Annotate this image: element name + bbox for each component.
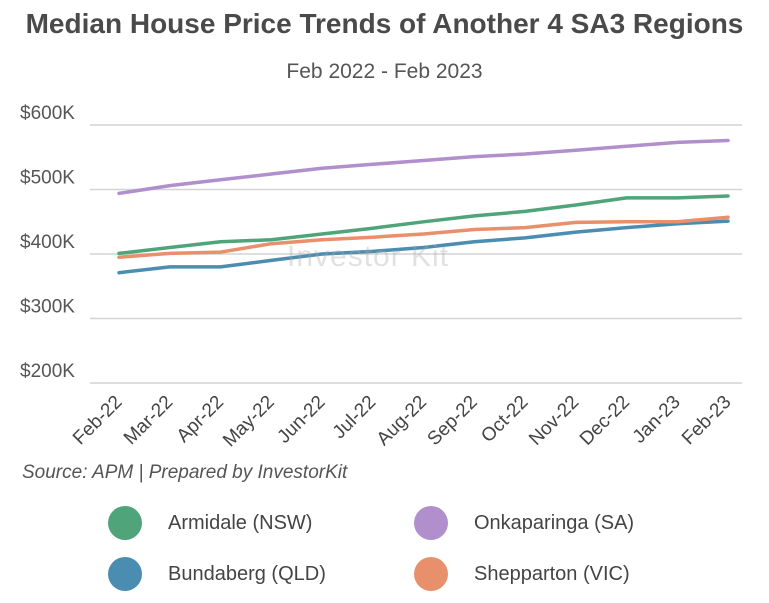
legend-item-bundaberg: Bundaberg (QLD) [108,557,326,591]
series-line-onkaparinga-sa [117,138,730,196]
y-tick-label: $600K [20,103,75,124]
legend-label: Armidale (NSW) [168,511,313,534]
legend-item-armidale: Armidale (NSW) [108,506,312,540]
y-tick-label: $400K [20,232,75,253]
legend-swatch [108,557,142,591]
legend-label: Bundaberg (QLD) [168,562,326,585]
x-tick-label: Dec-22 [576,392,634,450]
x-tick-label: Mar-22 [120,392,177,449]
x-tick-label: Aug-22 [373,392,431,450]
x-tick-label: Apr-22 [173,392,228,447]
watermark-logo: Investor Kit [287,240,450,273]
series-line-bundaberg-qld [117,219,730,275]
x-tick-label: May-22 [219,392,279,452]
chart-title: Median House Price Trends of Another 4 S… [25,8,744,39]
series-line-shepparton-vic [117,215,730,259]
legend-swatch [414,557,448,591]
y-tick-label: $300K [20,297,75,318]
legend-label: Onkaparinga (SA) [474,511,635,534]
x-tick-label: Jun-22 [274,392,330,448]
legend-item-onkaparinga: Onkaparinga (SA) [414,506,634,540]
y-tick-label: $500K [20,168,75,189]
series-line-armidale-nsw [117,194,730,256]
x-tick-label: Jan-23 [629,392,685,448]
x-tick-label: Oct-22 [477,392,532,447]
legend-swatch [414,506,448,540]
x-tick-label: Nov-22 [525,392,583,450]
y-tick-label: $200K [20,361,75,382]
x-tick-label: Sep-22 [424,392,482,450]
legend-label: Shepparton (VIC) [474,562,630,585]
x-tick-label: Feb-23 [678,392,735,449]
legend-item-shepparton: Shepparton (VIC) [414,557,630,591]
legend-swatch [108,506,142,540]
x-tick-label: Feb-22 [69,392,126,449]
source-note: Source: APM | Prepared by InvestorKit [22,462,348,483]
chart-subtitle: Feb 2022 - Feb 2023 [286,60,483,83]
